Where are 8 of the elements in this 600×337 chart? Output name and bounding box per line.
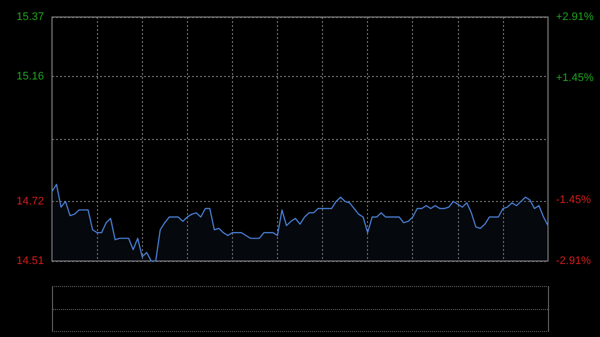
y-tick-label: 14.51 <box>16 255 44 267</box>
y2-tick-label: +1.45% <box>556 72 594 84</box>
y2-tick-label: -1.45% <box>556 194 592 206</box>
y-tick-label: 14.72 <box>16 195 44 208</box>
y-tick-label: 15.37 <box>16 11 44 23</box>
y2-tick-label: +2.91% <box>556 11 594 23</box>
y-tick-label: 15.16 <box>16 70 44 83</box>
y2-tick-label: -2.91% <box>556 255 592 267</box>
